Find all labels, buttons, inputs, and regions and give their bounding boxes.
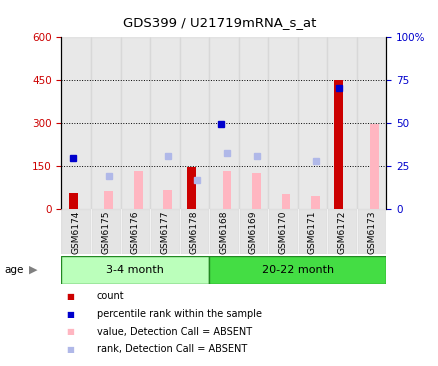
Bar [120, 37, 150, 209]
Bar [326, 209, 356, 254]
Bar [208, 256, 385, 284]
Text: ▶: ▶ [28, 265, 37, 275]
Bar [238, 37, 268, 209]
Bar [281, 194, 290, 209]
Bar [251, 173, 260, 209]
Bar [179, 37, 208, 209]
Bar [326, 37, 356, 209]
Bar [61, 256, 208, 284]
Bar [297, 37, 326, 209]
Text: GSM6168: GSM6168 [219, 211, 228, 254]
Text: ■: ■ [66, 310, 74, 318]
Bar [369, 124, 378, 209]
Bar [238, 209, 268, 254]
Bar [334, 80, 343, 209]
Bar [179, 209, 208, 254]
Text: ■: ■ [66, 292, 74, 301]
Text: ■: ■ [66, 345, 74, 354]
Bar [104, 191, 113, 209]
Bar [91, 209, 120, 254]
Text: GSM6178: GSM6178 [189, 211, 198, 254]
Bar [134, 171, 142, 209]
Text: ■: ■ [66, 327, 74, 336]
Bar [150, 209, 179, 254]
Text: count: count [96, 291, 124, 302]
Bar [297, 209, 326, 254]
Text: value, Detection Call = ABSENT: value, Detection Call = ABSENT [96, 326, 251, 337]
Text: GSM6172: GSM6172 [337, 211, 346, 254]
Text: GDS399 / U21719mRNA_s_at: GDS399 / U21719mRNA_s_at [123, 16, 315, 30]
Bar [208, 37, 238, 209]
Text: 20-22 month: 20-22 month [261, 265, 333, 275]
Text: 3-4 month: 3-4 month [106, 265, 164, 275]
Bar [61, 37, 91, 209]
Text: GSM6173: GSM6173 [366, 211, 375, 254]
Bar [163, 190, 172, 209]
Text: GSM6176: GSM6176 [131, 211, 139, 254]
Text: age: age [4, 265, 24, 275]
Bar [68, 193, 78, 209]
Bar [187, 167, 195, 209]
Text: GSM6170: GSM6170 [278, 211, 287, 254]
Bar [268, 37, 297, 209]
Text: GSM6174: GSM6174 [71, 211, 81, 254]
Bar [150, 37, 179, 209]
Text: GSM6177: GSM6177 [160, 211, 169, 254]
Text: rank, Detection Call = ABSENT: rank, Detection Call = ABSENT [96, 344, 246, 354]
Bar [120, 209, 150, 254]
Bar [61, 209, 91, 254]
Bar [356, 37, 385, 209]
Bar [311, 196, 319, 209]
Text: percentile rank within the sample: percentile rank within the sample [96, 309, 261, 319]
Text: GSM6175: GSM6175 [101, 211, 110, 254]
Bar [356, 209, 385, 254]
Bar [222, 171, 231, 209]
Bar [268, 209, 297, 254]
Text: GSM6171: GSM6171 [307, 211, 316, 254]
Text: GSM6169: GSM6169 [248, 211, 258, 254]
Bar [208, 209, 238, 254]
Bar [91, 37, 120, 209]
